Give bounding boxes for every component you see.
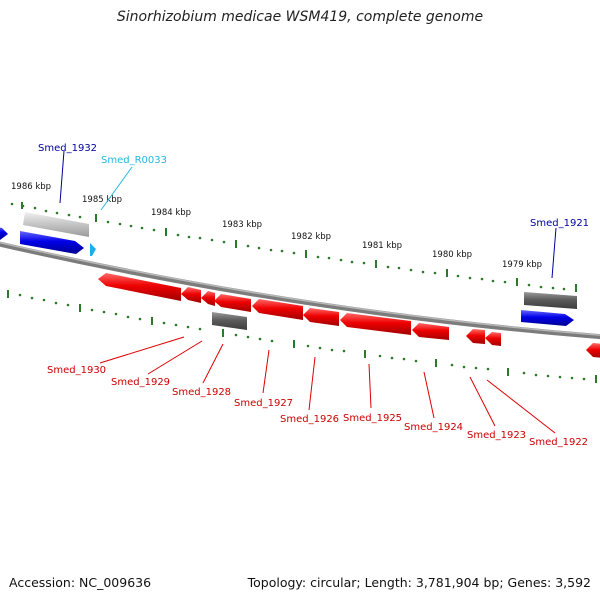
gene-smed-1921-box[interactable] — [524, 292, 577, 309]
label-smed-1929: Smed_1929 — [111, 377, 170, 388]
reverse-gene-1929[interactable] — [181, 287, 201, 303]
reverse-tick-track — [18, 293, 586, 381]
reverse-gene-1926[interactable] — [303, 308, 339, 326]
label-smed-1922: Smed_1922 — [529, 437, 588, 448]
reverse-gene-1925[interactable] — [340, 313, 411, 335]
reverse-gene-1924[interactable] — [412, 323, 449, 340]
label-smed-1921: Smed_1921 — [530, 218, 589, 229]
label-smed-1924: Smed_1924 — [404, 422, 463, 433]
reverse-gene-1929b[interactable] — [201, 291, 215, 306]
label-smed-1926: Smed_1926 — [280, 414, 339, 425]
forward-gene-offscreen[interactable] — [0, 226, 8, 240]
reverse-gene-1923[interactable] — [466, 329, 485, 344]
scale-labels: 1986 kbp 1985 kbp 1984 kbp 1983 kbp 1982… — [11, 182, 542, 270]
reverse-gene-1928[interactable] — [214, 294, 251, 312]
forward-strand-features — [0, 212, 577, 326]
scale-label-1986: 1986 kbp — [11, 182, 51, 192]
forward-gene-1932-arrow[interactable] — [20, 231, 84, 254]
pseudo-gene-box[interactable] — [212, 312, 247, 330]
forward-gene-1921-arrow[interactable] — [521, 310, 574, 326]
label-smed-1925: Smed_1925 — [343, 413, 402, 424]
reverse-label-leaders — [99, 336, 556, 434]
reverse-gene-1927[interactable] — [252, 299, 303, 320]
reverse-strand-features — [98, 273, 600, 358]
genome-backbone — [0, 241, 600, 340]
page-title: Sinorhizobium medicae WSM419, complete g… — [116, 9, 484, 25]
label-smed-r0033: Smed_R0033 — [101, 155, 167, 166]
reverse-labels: Smed_1930 Smed_1929 Smed_1928 Smed_1927 … — [47, 365, 588, 448]
gene-smed-r0033-arrow[interactable] — [90, 243, 96, 256]
genome-backbone-highlight — [0, 241, 600, 336]
scale-label-1983: 1983 kbp — [222, 220, 262, 230]
scale-label-1985: 1985 kbp — [82, 195, 122, 205]
forward-labels: Smed_1932 Smed_R0033 Smed_1921 — [38, 143, 589, 229]
scale-label-1984: 1984 kbp — [151, 208, 191, 218]
reverse-major-ticks — [7, 290, 597, 383]
scale-label-1981: 1981 kbp — [362, 241, 402, 251]
reverse-gene-offscreen[interactable] — [586, 343, 600, 358]
scale-label-1982: 1982 kbp — [291, 232, 331, 242]
label-smed-1932: Smed_1932 — [38, 143, 97, 154]
label-smed-1928: Smed_1928 — [172, 387, 231, 398]
gene-smed-1932-box[interactable] — [23, 212, 89, 237]
label-smed-1923: Smed_1923 — [467, 430, 526, 441]
reverse-gene-1922[interactable] — [485, 332, 501, 346]
label-smed-1930: Smed_1930 — [47, 365, 106, 376]
reverse-gene-1930[interactable] — [98, 273, 181, 301]
forward-label-leaders — [59, 150, 557, 279]
genome-summary-text: Topology: circular; Length: 3,781,904 bp… — [247, 575, 591, 590]
scale-label-1979: 1979 kbp — [502, 260, 542, 270]
forward-major-ticks — [21, 202, 577, 292]
forward-tick-track — [10, 202, 566, 291]
label-smed-1927: Smed_1927 — [234, 398, 293, 409]
accession-text: Accession: NC_009636 — [9, 575, 152, 590]
scale-label-1980: 1980 kbp — [432, 250, 472, 260]
